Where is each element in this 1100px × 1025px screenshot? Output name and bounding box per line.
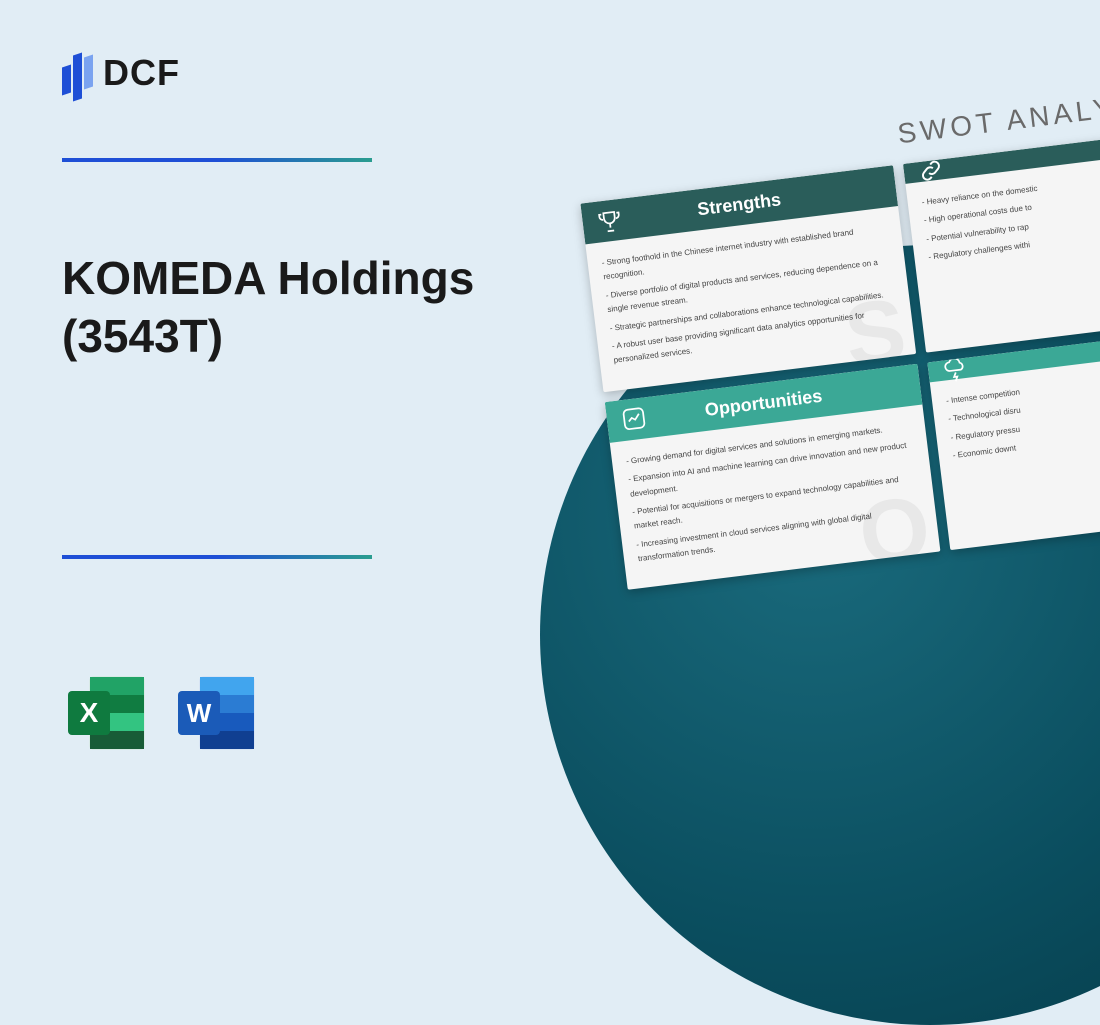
divider-top (62, 158, 372, 162)
swot-card-strengths: Strengths Strong foothold in the Chinese… (580, 165, 916, 392)
strengths-label: Strengths (696, 189, 782, 220)
swot-card-threats: Intense competition Technological disru … (927, 324, 1100, 551)
word-icon: W (172, 669, 260, 757)
chart-icon (620, 404, 649, 433)
word-letter: W (187, 698, 212, 728)
opportunities-label: Opportunities (704, 385, 824, 420)
excel-icon: X (62, 669, 150, 757)
swot-card-opportunities: Opportunities Growing demand for digital… (605, 364, 941, 591)
swot-card-weaknesses: Heavy reliance on the domestic High oper… (903, 126, 1100, 353)
logo-bars-icon (62, 48, 93, 98)
swot-panel: SWOT ANALYSIS Strengths Strong foothold … (575, 80, 1100, 590)
excel-letter: X (80, 697, 99, 728)
divider-bottom (62, 555, 372, 559)
trophy-icon (595, 206, 624, 235)
file-icons-row: X W (62, 669, 260, 757)
page-root: DCF KOMEDA Holdings (3543T) X (0, 0, 1100, 805)
page-title: KOMEDA Holdings (3543T) (62, 250, 512, 365)
swot-grid: Strengths Strong foothold in the Chinese… (580, 126, 1100, 591)
dcf-logo: DCF (62, 48, 180, 98)
logo-text: DCF (103, 52, 180, 94)
